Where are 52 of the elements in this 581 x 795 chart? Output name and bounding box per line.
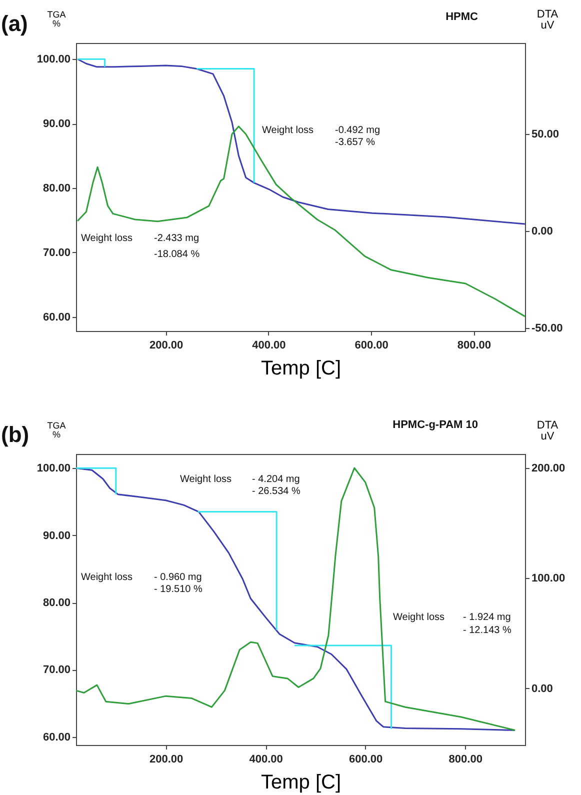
- chart-title: HPMC: [446, 11, 478, 23]
- y-tick-label: 100.00: [36, 462, 70, 475]
- annotation: -3.657 %: [335, 137, 376, 148]
- y-tick-label: 70.00: [42, 664, 70, 676]
- y-tick-label: 70.00: [42, 246, 70, 259]
- annotation: - 4.204 mg: [252, 474, 300, 485]
- text: (a): [1, 11, 28, 36]
- line-series: [76, 58, 526, 225]
- y-tick-label: 80.00: [42, 182, 70, 194]
- x-tick-label: 200.00: [149, 340, 184, 352]
- x-tick-label: 200.00: [149, 754, 184, 766]
- x-tick-label: 600.00: [354, 340, 388, 352]
- y2-tick-label: 0.00: [532, 226, 553, 238]
- text: (b): [1, 422, 30, 447]
- y2-tick-label: 0.00: [532, 682, 553, 695]
- y2-axis-title: DTA uV: [536, 8, 559, 32]
- annotation: - 12.143 %: [463, 625, 512, 636]
- x-tick-label: 400.00: [249, 754, 283, 766]
- annotation: Weight loss: [180, 474, 232, 485]
- y2-tick-label: 200.00: [532, 462, 566, 474]
- y-axis-title: TGA %: [47, 420, 66, 440]
- x-axis-title: Temp [C]: [260, 358, 342, 380]
- y-tick-label: 80.00: [42, 597, 70, 610]
- y2-tick-label: 50.00: [532, 128, 560, 141]
- annotation: Weight loss: [262, 125, 314, 136]
- annotation: Weight loss: [81, 572, 133, 583]
- annotation: -2.433 mg: [154, 233, 200, 244]
- line-series: [76, 126, 526, 318]
- line-series: [75, 467, 516, 731]
- x-tick-label: 800.00: [457, 340, 492, 352]
- annotation: - 1.924 mg: [463, 612, 511, 623]
- annotation: -0.492 mg: [335, 125, 380, 136]
- y-tick-label: 90.00: [42, 530, 70, 542]
- annotation: Weight loss: [393, 612, 445, 623]
- y-tick-label: 100.00: [36, 54, 70, 66]
- y-tick-label: 60.00: [42, 311, 70, 324]
- annotation: - 0.960 mg: [154, 572, 202, 583]
- y2-tick-label: 100.00: [532, 572, 566, 585]
- y2-axis-title: DTA uV: [536, 420, 559, 442]
- x-axis-title: Temp [C]: [260, 772, 342, 794]
- chart-title: HPMC-g-PAM 10: [392, 419, 478, 431]
- annotation: Weight loss: [81, 233, 133, 244]
- x-tick-label: 800.00: [448, 754, 482, 766]
- annotation: -18.084 %: [154, 249, 200, 260]
- y2-tick-label: -50.00: [532, 322, 563, 335]
- y-axis-title: TGA %: [47, 10, 66, 28]
- x-tick-label: 600.00: [349, 754, 383, 766]
- y-tick-label: 90.00: [42, 118, 70, 130]
- annotation: - 19.510 %: [154, 584, 202, 595]
- x-tick-label: 400.00: [252, 340, 286, 352]
- y-tick-label: 60.00: [42, 731, 70, 744]
- annotation: - 26.534 %: [252, 486, 300, 497]
